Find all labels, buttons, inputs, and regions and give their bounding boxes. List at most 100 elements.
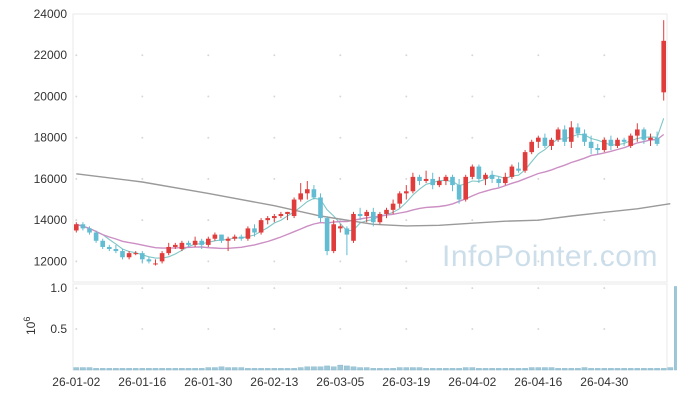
candle-body bbox=[410, 176, 416, 192]
volume-bar bbox=[93, 368, 99, 371]
volume-bar bbox=[561, 368, 568, 371]
volume-bar bbox=[509, 368, 515, 371]
volume-tick-label: 0.5 bbox=[50, 322, 67, 336]
candle bbox=[390, 199, 396, 214]
volume-bar bbox=[634, 368, 641, 371]
candle-body bbox=[192, 240, 198, 245]
volume-bar bbox=[581, 367, 588, 371]
candle-body bbox=[120, 251, 125, 258]
candle bbox=[410, 172, 416, 194]
candle bbox=[212, 232, 218, 241]
volume-bar bbox=[482, 368, 489, 371]
candle bbox=[456, 178, 462, 204]
candle-body bbox=[588, 141, 594, 148]
volume-bar bbox=[344, 365, 350, 371]
candle-body bbox=[331, 224, 337, 252]
volume-bar bbox=[152, 368, 159, 371]
candle-body bbox=[423, 178, 429, 181]
candle-body bbox=[456, 185, 462, 200]
volume-bar bbox=[126, 368, 132, 371]
candle bbox=[324, 216, 330, 256]
volume-bar bbox=[535, 367, 542, 371]
volume-bar bbox=[449, 368, 456, 371]
grid-dot bbox=[141, 54, 144, 57]
volume-bar bbox=[522, 368, 528, 371]
volume-bar bbox=[99, 368, 106, 371]
volume-bar bbox=[502, 368, 509, 371]
grid-dot bbox=[537, 328, 540, 331]
grid-dot bbox=[405, 95, 408, 98]
candle-body bbox=[100, 240, 106, 247]
grid-dot bbox=[75, 54, 78, 57]
candle-body bbox=[298, 193, 304, 200]
volume-bar bbox=[456, 368, 462, 371]
candle bbox=[582, 129, 587, 146]
volume-bar bbox=[86, 367, 93, 371]
grid-dot bbox=[141, 219, 144, 222]
watermark: InfoPointer.com bbox=[442, 240, 658, 273]
volume-bar bbox=[667, 367, 674, 371]
candle bbox=[318, 193, 323, 223]
grid-dot bbox=[75, 95, 78, 98]
candle bbox=[588, 135, 594, 155]
grid-dot bbox=[273, 287, 276, 290]
candle-body bbox=[601, 139, 607, 151]
grid-dot bbox=[207, 260, 210, 263]
grid-dot bbox=[405, 260, 408, 263]
grid-dot bbox=[75, 287, 78, 290]
x-tick-label: 26-03-05 bbox=[316, 375, 364, 389]
candle-body bbox=[417, 176, 422, 181]
volume-bar bbox=[297, 367, 304, 371]
candle bbox=[225, 236, 231, 252]
volume-bar bbox=[370, 368, 377, 371]
volume-bar bbox=[337, 364, 344, 371]
volume-bar bbox=[363, 367, 370, 371]
candle bbox=[159, 251, 165, 264]
candle-body bbox=[344, 228, 350, 235]
candle-body bbox=[522, 152, 528, 171]
grid-layer bbox=[72, 13, 668, 371]
candle-body bbox=[648, 137, 653, 140]
candle bbox=[661, 20, 667, 101]
candle bbox=[621, 137, 627, 146]
volume-bar bbox=[654, 368, 660, 371]
volume-bar bbox=[271, 368, 278, 371]
candle bbox=[179, 240, 185, 252]
candle-body bbox=[271, 216, 277, 219]
grid-dot bbox=[339, 54, 342, 57]
candle-body bbox=[621, 139, 627, 142]
candle-body bbox=[205, 238, 211, 245]
grid-dot bbox=[273, 95, 276, 98]
x-tick-label: 26-04-16 bbox=[514, 375, 562, 389]
volume-bar bbox=[165, 368, 172, 371]
grid-dot bbox=[141, 287, 144, 290]
axis-layer: 12000 14000 16000 18000 20000 22000 24000 0.5 1.… bbox=[22, 7, 629, 389]
volume-bar bbox=[205, 367, 212, 371]
grid-dot bbox=[273, 54, 276, 57]
volume-bar bbox=[588, 368, 594, 371]
grid-dot bbox=[537, 287, 540, 290]
volume-bar bbox=[423, 368, 429, 371]
volume-bar bbox=[377, 368, 383, 371]
price-panel-frame bbox=[72, 13, 668, 283]
candle-body bbox=[397, 193, 403, 204]
candle-body bbox=[403, 191, 409, 194]
candle bbox=[601, 137, 607, 153]
candle-body bbox=[489, 174, 495, 179]
volume-bar bbox=[357, 367, 363, 371]
candle-body bbox=[575, 127, 581, 134]
candle-body bbox=[535, 137, 541, 142]
candle-body bbox=[159, 253, 165, 262]
candle-body bbox=[311, 189, 317, 198]
grid-dot bbox=[603, 177, 606, 180]
volume-bar bbox=[119, 368, 126, 371]
volume-bar bbox=[238, 367, 245, 371]
grid-dot bbox=[471, 328, 474, 331]
candle-body bbox=[212, 234, 218, 239]
candle bbox=[595, 143, 601, 155]
candle bbox=[489, 170, 495, 184]
candle bbox=[542, 133, 548, 148]
candle-body bbox=[483, 174, 488, 179]
grid-dot bbox=[471, 54, 474, 57]
